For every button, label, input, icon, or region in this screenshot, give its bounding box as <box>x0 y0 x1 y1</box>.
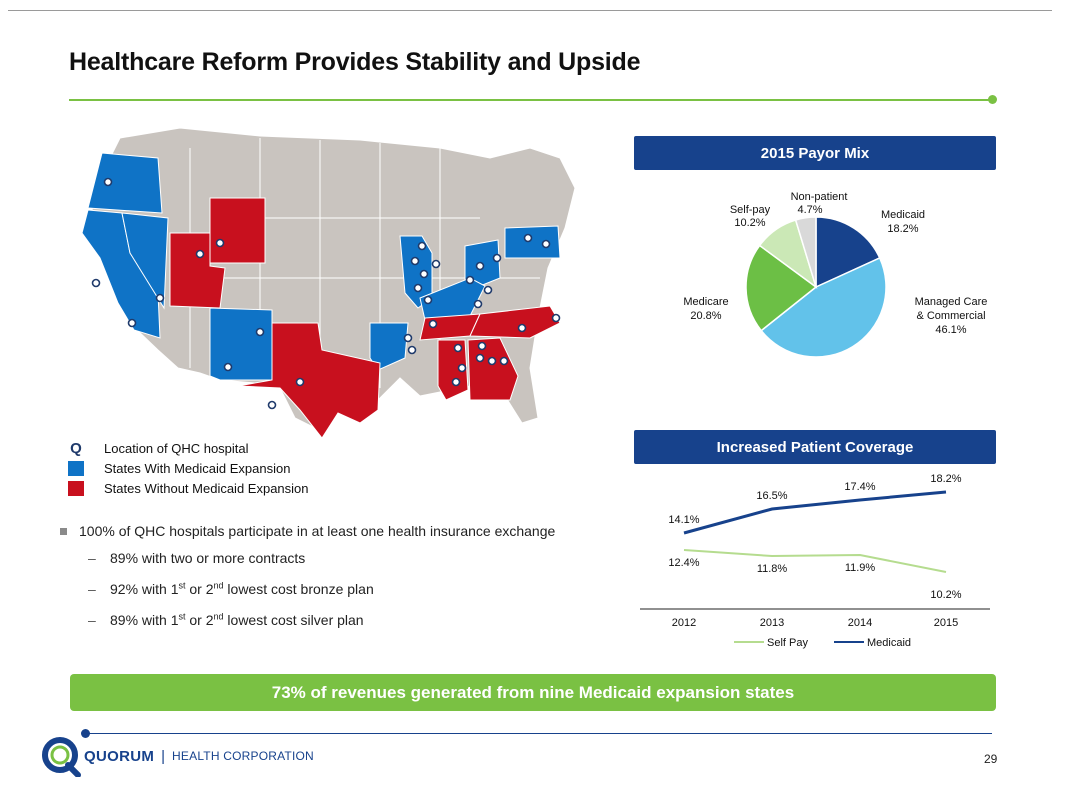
label-nonpatient-name: Non-patient <box>791 191 848 203</box>
label-nonpatient-value: 4.7% <box>797 204 822 216</box>
revenue-banner: 73% of revenues generated from nine Medi… <box>70 674 996 711</box>
x-tick-label: 2013 <box>760 617 784 629</box>
map-hospital-markers <box>91 177 561 410</box>
state-arkansas <box>369 322 409 371</box>
state-wyoming <box>209 197 266 264</box>
payor-mix-header: 2015 Payor Mix <box>634 136 996 170</box>
bullet-square-icon <box>60 527 67 535</box>
label-managed-care-line2: & Commercial <box>916 310 985 322</box>
sub-bullet-text: 89% with two or more contracts <box>110 549 306 566</box>
legend-medicaid-label: Medicaid <box>867 637 911 649</box>
data-label-medicaid: 16.5% <box>756 490 787 502</box>
legend-selfpay-label: Self Pay <box>767 637 808 649</box>
legend-label: States With Medicaid Expansion <box>104 460 291 476</box>
x-tick-label: 2014 <box>848 617 872 629</box>
sub-bullet: – 89% with two or more contracts <box>60 542 555 573</box>
exchange-bullets: 100% of QHC hospitals participate in at … <box>60 520 555 635</box>
us-hospital-map <box>81 127 576 438</box>
footer-rule-dot <box>81 729 90 738</box>
sub-bullet: – 89% with 1st or 2nd lowest cost silver… <box>60 604 555 635</box>
map-legend: Q Location of QHC hospital States With M… <box>68 438 309 498</box>
coverage-legend: Self Pay Medicaid <box>734 637 911 649</box>
state-alabama <box>437 339 469 401</box>
label-managed-care-line1: Managed Care <box>915 296 988 308</box>
page-number: 29 <box>984 752 998 766</box>
label-selfpay-value: 10.2% <box>734 217 765 229</box>
top-divider <box>8 10 1052 11</box>
label-medicaid-name: Medicaid <box>881 209 925 221</box>
x-tick-label: 2012 <box>672 617 696 629</box>
dash-icon: – <box>88 549 96 566</box>
blue-swatch-icon <box>68 460 84 476</box>
map-non-expansion-states <box>169 197 561 438</box>
legend-item-non-expansion: States Without Medicaid Expansion <box>68 478 309 498</box>
bullet-main-text: 100% of QHC hospitals participate in at … <box>79 523 556 539</box>
pie-slice-managed-care-commercial <box>760 256 887 358</box>
label-medicaid-value: 18.2% <box>887 223 918 235</box>
sub-bullet-text: 92% with 1st or 2nd lowest cost bronze p… <box>110 579 374 597</box>
red-swatch-icon <box>68 480 84 496</box>
data-label-medicaid: 18.2% <box>930 473 961 485</box>
state-utah <box>169 232 226 309</box>
legend-item-hospital: Q Location of QHC hospital <box>68 438 309 458</box>
hospital-marker-icon: Q <box>70 439 82 457</box>
x-tick-label: 2015 <box>934 617 958 629</box>
pie-slice-non-patient <box>794 216 817 288</box>
footer-rule <box>86 733 992 734</box>
data-label-self-pay: 12.4% <box>668 557 699 569</box>
data-label-medicaid: 14.1% <box>668 514 699 526</box>
legend-item-expansion: States With Medicaid Expansion <box>68 458 309 478</box>
title-underline-dot <box>988 95 997 104</box>
data-label-self-pay: 11.9% <box>845 562 876 574</box>
series-line-medicaid <box>683 490 947 535</box>
dash-icon: – <box>88 611 96 628</box>
pie-slice-medicaid <box>815 216 881 289</box>
state-north-carolina <box>469 305 561 339</box>
quorum-logo: QUORUM | HEALTH CORPORATION <box>40 735 314 777</box>
state-pennsylvania <box>504 225 561 259</box>
logo-separator: | <box>161 747 166 765</box>
label-selfpay-name: Self-pay <box>730 204 771 216</box>
legend-label: Location of QHC hospital <box>104 440 249 456</box>
state-nevada <box>121 212 169 310</box>
dash-icon: – <box>88 580 96 597</box>
page-title: Healthcare Reform Provides Stability and… <box>69 48 641 76</box>
legend-label: States Without Medicaid Expansion <box>104 480 309 496</box>
sub-bullet: – 92% with 1st or 2nd lowest cost bronze… <box>60 573 555 604</box>
series-line-self-pay <box>683 549 947 573</box>
logo-wordmark: QUORUM <box>84 747 155 765</box>
label-medicare-value: 20.8% <box>690 310 721 322</box>
state-oregon <box>87 152 163 214</box>
payor-mix-pie-chart: Non-patient 4.7% Self-pay 10.2% Medicaid… <box>683 191 988 358</box>
data-label-medicaid: 17.4% <box>844 481 875 493</box>
state-georgia <box>467 337 519 401</box>
logo-subtitle: HEALTH CORPORATION <box>172 749 314 763</box>
data-label-self-pay: 11.8% <box>757 563 788 575</box>
coverage-line-chart: 12.4% 11.8% 11.9% 10.2% 14.1% 16.5% 17.4% 18.2%… <box>640 473 990 649</box>
bullet-main: 100% of QHC hospitals participate in at … <box>60 520 555 542</box>
coverage-header: Increased Patient Coverage <box>634 430 996 464</box>
state-texas <box>237 322 381 438</box>
label-managed-care-value: 46.1% <box>935 324 966 336</box>
sub-bullet-text: 89% with 1st or 2nd lowest cost silver p… <box>110 610 364 628</box>
title-underline <box>69 99 992 101</box>
label-medicare-name: Medicare <box>683 296 728 308</box>
state-new-mexico <box>209 307 273 381</box>
quorum-q-icon <box>42 737 81 777</box>
pie-slice-medicare <box>745 244 818 332</box>
data-label-self-pay: 10.2% <box>930 589 961 601</box>
